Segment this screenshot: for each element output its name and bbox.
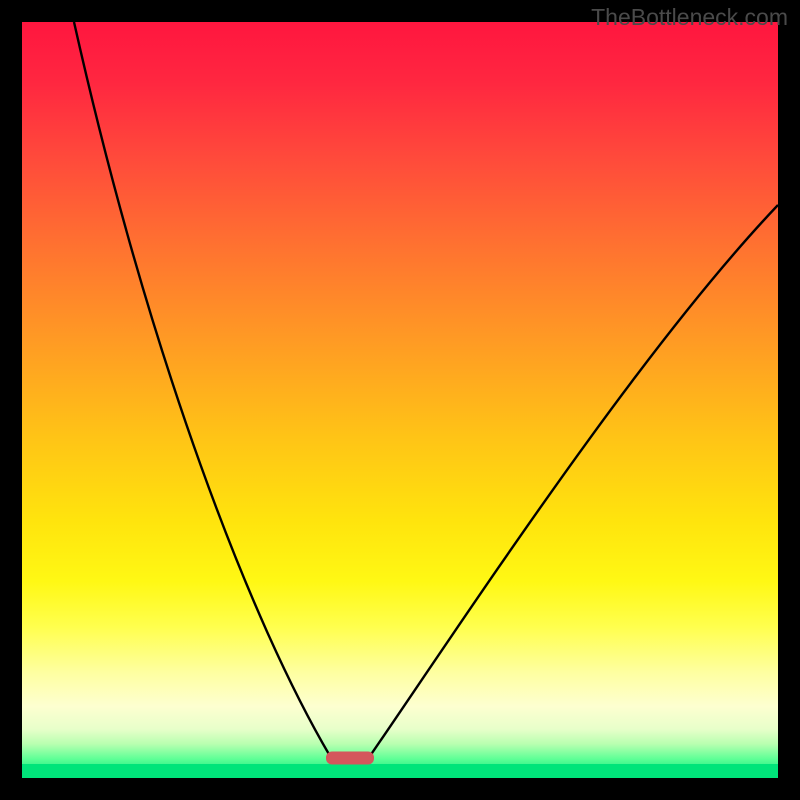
optimal-point-marker <box>326 752 374 765</box>
bottleneck-curve-chart <box>0 0 800 800</box>
watermark-text: TheBottleneck.com <box>591 4 788 31</box>
chart-frame: TheBottleneck.com <box>0 0 800 800</box>
baseline-strip <box>22 764 778 778</box>
plot-background <box>22 22 778 778</box>
